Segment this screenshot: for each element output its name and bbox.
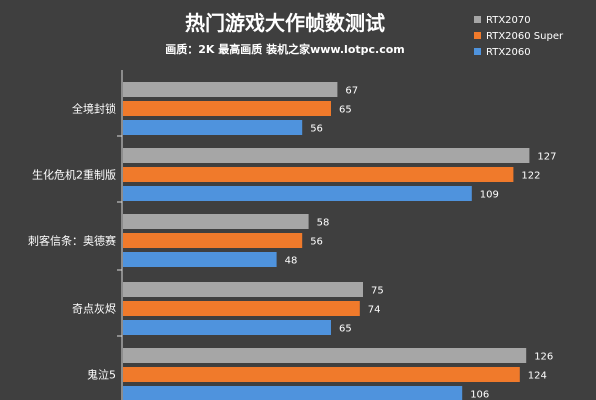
bar: [123, 320, 331, 335]
bar: [123, 120, 303, 135]
bar-value-label: 122: [521, 171, 540, 182]
bar-value-label: 65: [339, 324, 352, 335]
bar-value-label: 127: [537, 152, 556, 163]
bar-value-label: 74: [368, 305, 381, 316]
bar: [123, 367, 520, 382]
bar: [123, 148, 530, 163]
bar-value-label: 109: [480, 190, 499, 201]
category-label: 刺客信条：奥德赛: [28, 234, 116, 248]
legend-label: RTX2070: [486, 15, 531, 26]
chart-title: 热门游戏大作帧数测试: [185, 11, 385, 35]
bar-value-label: 106: [470, 390, 489, 400]
bar: [123, 186, 472, 201]
bar-value-label: 65: [339, 105, 352, 116]
bar: [123, 214, 309, 229]
bar: [123, 101, 331, 116]
category-label: 全境封锁: [72, 102, 116, 116]
category-label: 生化危机2重制版: [32, 168, 116, 182]
legend: RTX2070 RTX2060 Super RTX2060: [474, 15, 564, 58]
bar-value-label: 126: [534, 352, 553, 363]
bar-value-label: 48: [285, 256, 298, 267]
bar-value-label: 58: [317, 218, 330, 229]
bar: [123, 233, 303, 248]
bar: [123, 301, 360, 316]
legend-label: RTX2060 Super: [486, 31, 564, 42]
bar-value-label: 67: [345, 86, 358, 97]
bar: [123, 282, 363, 297]
category-label: 奇点灰烬: [72, 302, 116, 316]
bar-value-label: 56: [310, 237, 323, 248]
bar-value-label: 56: [310, 124, 323, 135]
bar-value-label: 75: [371, 286, 384, 297]
bar: [123, 348, 527, 363]
chart-subtitle: 画质：2K 最高画质 装机之家www.lotpc.com: [165, 42, 405, 56]
plot-area: 全境封锁 67 65 56 生化危机2重制版 127 122 109 刺客信条：奥德赛 58 56 4…: [28, 70, 556, 400]
bar: [123, 386, 463, 400]
legend-label: RTX2060: [486, 47, 531, 58]
legend-swatch: [474, 16, 481, 23]
category-label: 鬼泣5: [87, 368, 116, 382]
bar-value-label: 124: [528, 371, 547, 382]
legend-swatch: [474, 32, 481, 39]
bar: [123, 82, 338, 97]
legend-swatch: [474, 48, 481, 55]
bar: [123, 252, 277, 267]
bar: [123, 167, 514, 182]
